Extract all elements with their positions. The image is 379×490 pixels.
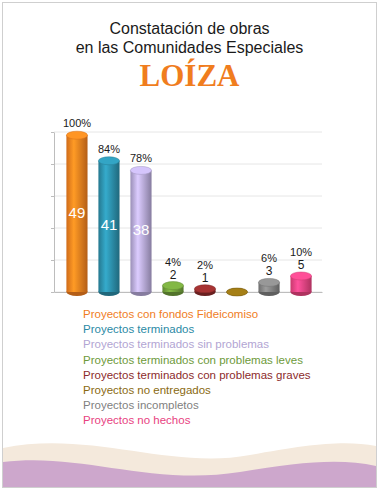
x-axis-line bbox=[55, 292, 323, 293]
y-axis bbox=[51, 133, 55, 293]
legend-entry: Proyectos terminados con problemas leves bbox=[83, 354, 303, 366]
y-tick-mark bbox=[51, 292, 54, 293]
title-line: en las Comunidades Especiales bbox=[76, 39, 304, 56]
percentage-label: 4% bbox=[165, 256, 181, 268]
grid-line bbox=[54, 196, 322, 197]
y-tick-mark bbox=[51, 164, 54, 165]
bar bbox=[130, 170, 151, 292]
percentage-label: 2% bbox=[197, 259, 213, 271]
y-tick bbox=[51, 132, 54, 133]
bar-base bbox=[226, 288, 247, 296]
decor-wave bbox=[3, 460, 376, 487]
percentage-label: 78% bbox=[130, 152, 152, 164]
legend-entry: Proyectos con fondos Fideicomiso bbox=[83, 308, 258, 320]
decor-wave bbox=[3, 443, 376, 487]
legend-entry: Proyectos incompletos bbox=[83, 399, 199, 411]
grid-line bbox=[54, 132, 322, 133]
percentage-label: 100% bbox=[63, 117, 91, 129]
legend: Proyectos con fondos Fideicomiso Proyecto… bbox=[83, 308, 311, 426]
chart-page: Constatación de obras en las Comunidades … bbox=[0, 0, 379, 490]
bar-cap bbox=[130, 166, 151, 174]
bar-cap bbox=[258, 278, 279, 286]
percentage-label: 84% bbox=[98, 143, 120, 155]
value-label: 5 bbox=[298, 258, 305, 272]
grid-line bbox=[54, 260, 322, 261]
value-label: 2 bbox=[170, 268, 177, 282]
y-tick-mark bbox=[51, 196, 54, 197]
bar bbox=[66, 135, 87, 292]
y-tick bbox=[51, 292, 54, 293]
legend-entry: Proyectos no entregados bbox=[83, 384, 211, 396]
title-line: Constatación de obras bbox=[109, 20, 269, 37]
value-label: 1 bbox=[202, 271, 209, 285]
x-axis bbox=[55, 292, 323, 293]
legend-entry: Proyectos no hechos bbox=[83, 414, 191, 426]
percentage-label: 10% bbox=[290, 246, 312, 258]
bar-cap bbox=[162, 282, 183, 290]
y-tick bbox=[51, 196, 54, 197]
legend-entry: Proyectos terminados sin problemas bbox=[83, 338, 269, 350]
bar bbox=[98, 161, 119, 292]
chart-title: LOÍZA bbox=[140, 58, 241, 93]
grid-line bbox=[54, 292, 322, 293]
data-labels: 49 100% 41 84% 38 78% 24% 12% 36% 510% bbox=[63, 117, 312, 285]
y-tick bbox=[51, 228, 54, 229]
legend-entry: Proyectos terminados con problemas grave… bbox=[83, 369, 311, 381]
y-tick bbox=[51, 260, 54, 261]
y-axis-line bbox=[54, 133, 55, 293]
value-label: 49 bbox=[69, 204, 86, 221]
grid bbox=[54, 132, 322, 292]
bars bbox=[66, 131, 311, 296]
bar-cap bbox=[290, 272, 311, 280]
y-tick bbox=[51, 164, 54, 165]
y-tick-mark bbox=[51, 260, 54, 261]
grid-line bbox=[54, 228, 322, 229]
value-label: 41 bbox=[101, 216, 118, 233]
bar-cap bbox=[98, 157, 119, 165]
legend-entry: Proyectos terminados bbox=[83, 323, 194, 335]
bar-cap bbox=[226, 288, 247, 296]
y-tick-mark bbox=[51, 228, 54, 229]
value-label: 38 bbox=[133, 221, 150, 238]
grid-line bbox=[54, 164, 322, 165]
bar-cap bbox=[194, 285, 215, 293]
bar-cap bbox=[66, 131, 87, 139]
percentage-label: 6% bbox=[261, 252, 277, 264]
y-tick-mark bbox=[51, 132, 54, 133]
page-frame bbox=[3, 3, 377, 488]
value-label: 3 bbox=[266, 264, 273, 278]
